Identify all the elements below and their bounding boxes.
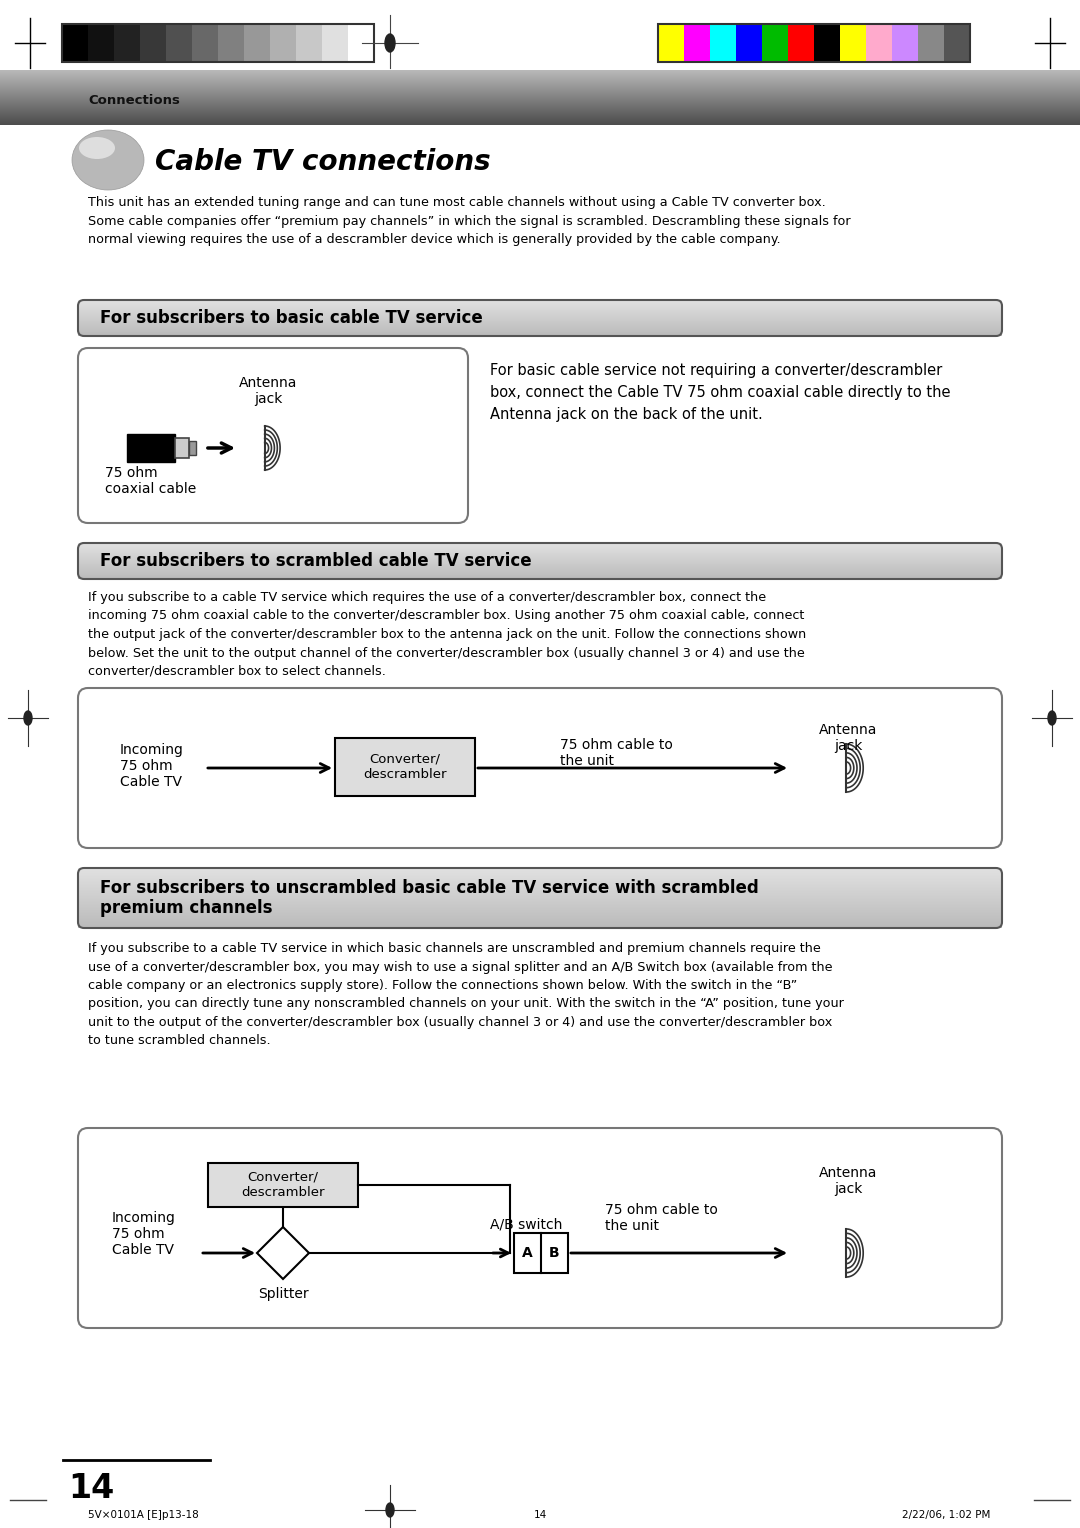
Bar [192, 24, 218, 63]
Bar [296, 24, 322, 63]
Bar [208, 1163, 357, 1207]
Bar [322, 24, 348, 63]
Bar [166, 24, 192, 63]
Bar [62, 24, 87, 63]
Text: 14: 14 [68, 1471, 114, 1505]
Text: A: A [522, 1245, 532, 1261]
Bar [892, 24, 918, 63]
Text: This unit has an extended tuning range and can tune most cable channels without : This unit has an extended tuning range a… [87, 196, 851, 246]
Text: Converter/
descrambler: Converter/ descrambler [241, 1170, 325, 1199]
Text: 14: 14 [534, 1510, 546, 1520]
Text: Connections: Connections [87, 93, 180, 107]
Bar [140, 24, 166, 63]
Bar [658, 24, 970, 63]
Bar [127, 434, 175, 461]
Text: For subscribers to unscrambled basic cable TV service with scrambled
premium cha: For subscribers to unscrambled basic cab… [100, 879, 759, 917]
Bar [710, 24, 735, 63]
Bar [866, 24, 892, 63]
Text: 75 ohm
coaxial cable: 75 ohm coaxial cable [105, 466, 197, 497]
FancyBboxPatch shape [78, 348, 468, 523]
Bar [348, 24, 374, 63]
Bar [762, 24, 788, 63]
Bar [514, 1233, 568, 1273]
Bar [944, 24, 970, 63]
Text: 75 ohm cable to
the unit: 75 ohm cable to the unit [605, 1203, 718, 1233]
Text: For subscribers to scrambled cable TV service: For subscribers to scrambled cable TV se… [100, 552, 531, 570]
Bar [735, 24, 762, 63]
Bar [87, 24, 114, 63]
Text: Antenna
jack: Antenna jack [239, 376, 297, 406]
Ellipse shape [386, 1504, 394, 1517]
Text: Converter/
descrambler: Converter/ descrambler [363, 753, 447, 781]
Ellipse shape [384, 34, 395, 52]
Bar [114, 24, 140, 63]
Bar [658, 24, 684, 63]
Bar [918, 24, 944, 63]
Bar [270, 24, 296, 63]
Bar [189, 442, 195, 455]
Text: Splitter: Splitter [258, 1287, 308, 1300]
Bar [335, 738, 475, 796]
Ellipse shape [24, 711, 32, 724]
Text: For subscribers to basic cable TV service: For subscribers to basic cable TV servic… [100, 309, 483, 327]
Text: Incoming
75 ohm
Cable TV: Incoming 75 ohm Cable TV [112, 1212, 176, 1258]
FancyBboxPatch shape [78, 688, 1002, 848]
Text: 5V×0101A [E]p13-18: 5V×0101A [E]p13-18 [87, 1510, 199, 1520]
Bar [175, 439, 189, 458]
Bar [788, 24, 814, 63]
Text: Antenna
jack: Antenna jack [819, 1166, 877, 1196]
Bar [244, 24, 270, 63]
Bar [62, 24, 374, 63]
FancyBboxPatch shape [78, 1128, 1002, 1328]
Bar [814, 24, 840, 63]
Text: 75 ohm cable to
the unit: 75 ohm cable to the unit [561, 738, 673, 769]
Polygon shape [257, 1227, 309, 1279]
Text: A/B switch: A/B switch [490, 1216, 563, 1232]
Bar [840, 24, 866, 63]
Text: Incoming
75 ohm
Cable TV: Incoming 75 ohm Cable TV [120, 743, 184, 790]
Text: Antenna
jack: Antenna jack [819, 723, 877, 753]
Ellipse shape [79, 138, 114, 159]
Bar [684, 24, 710, 63]
Text: If you subscribe to a cable TV service which requires the use of a converter/des: If you subscribe to a cable TV service w… [87, 591, 807, 678]
Ellipse shape [72, 130, 144, 189]
Bar [218, 24, 244, 63]
Ellipse shape [1048, 711, 1056, 724]
Text: For basic cable service not requiring a converter/descrambler
box, connect the C: For basic cable service not requiring a … [490, 364, 950, 422]
Text: B: B [550, 1245, 559, 1261]
Text: 2/22/06, 1:02 PM: 2/22/06, 1:02 PM [902, 1510, 990, 1520]
Text: Cable TV connections: Cable TV connections [156, 148, 490, 176]
Text: If you subscribe to a cable TV service in which basic channels are unscrambled a: If you subscribe to a cable TV service i… [87, 941, 843, 1048]
